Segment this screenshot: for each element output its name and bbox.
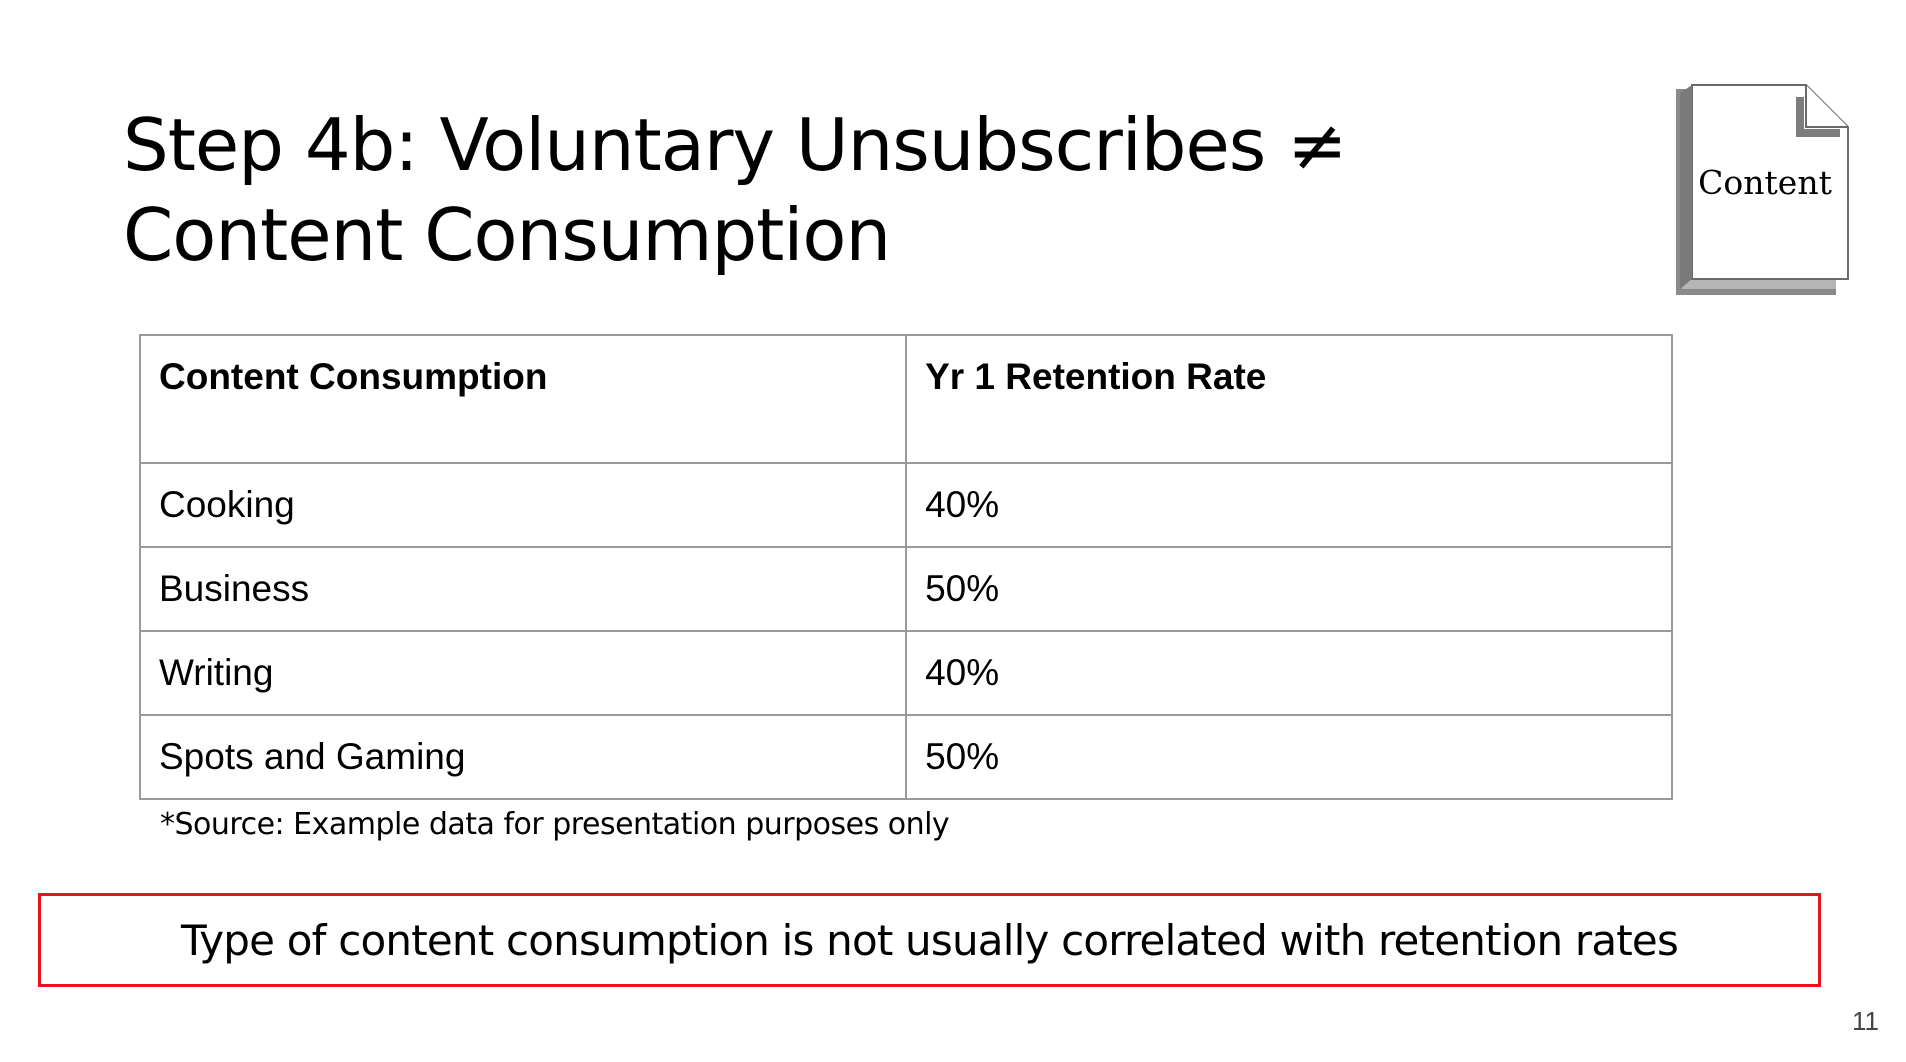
table-row: Cooking 40% — [138, 462, 1673, 548]
table-header-row: Content Consumption Yr 1 Retention Rate — [138, 334, 1673, 464]
table-cell-category: Writing — [138, 630, 908, 716]
table-row: Writing 40% — [138, 630, 1673, 716]
page-number: 11 — [1852, 1006, 1879, 1036]
table-cell-category: Cooking — [138, 462, 908, 548]
callout-text: Type of content consumption is not usual… — [180, 915, 1679, 965]
source-note: *Source: Example data for presentation p… — [160, 807, 950, 842]
slide-title: Step 4b: Voluntary Unsubscribes ≠ Conten… — [123, 103, 1348, 277]
document-icon: Content — [1670, 83, 1850, 303]
retention-table: Content Consumption Yr 1 Retention Rate … — [138, 334, 1673, 800]
table-cell-category: Spots and Gaming — [138, 714, 908, 800]
table-cell-rate: 40% — [905, 630, 1673, 716]
table-cell-category: Business — [138, 546, 908, 632]
document-icon-graphic — [1676, 84, 1849, 295]
table-cell-rate: 40% — [905, 462, 1673, 548]
document-icon-label: Content — [1698, 163, 1832, 202]
table-cell-rate: 50% — [905, 546, 1673, 632]
header-content-consumption: Content Consumption — [138, 334, 908, 464]
header-retention-rate: Yr 1 Retention Rate — [905, 334, 1673, 464]
table-cell-rate: 50% — [905, 714, 1673, 800]
callout-box: Type of content consumption is not usual… — [38, 893, 1821, 987]
table-row: Business 50% — [138, 546, 1673, 632]
table-row: Spots and Gaming 50% — [138, 714, 1673, 800]
